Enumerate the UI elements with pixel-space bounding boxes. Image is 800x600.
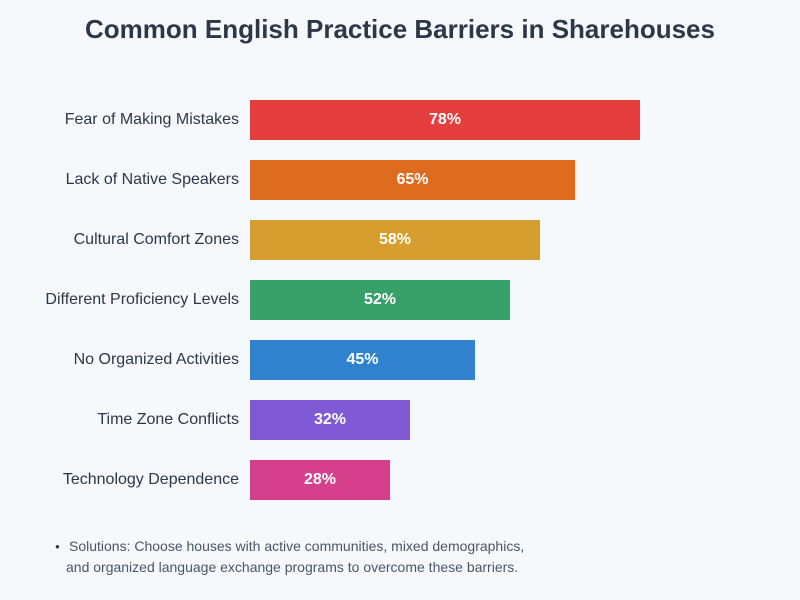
chart-title: Common English Practice Barriers in Shar… (85, 14, 715, 44)
solutions-note: ● Solutions: Choose houses with active co… (55, 536, 524, 577)
bar: 28% (250, 460, 390, 500)
category-label: Time Zone Conflicts (97, 411, 239, 428)
value-label: 28% (303, 471, 337, 488)
note-line-2: and organized language exchange programs… (66, 559, 519, 576)
bar: 32% (250, 400, 410, 440)
category-label: Technology Dependence (62, 471, 239, 488)
value-label: 78% (428, 111, 462, 128)
bar-row: Time Zone Conflicts 32% (0, 400, 800, 440)
bar-row: Fear of Making Mistakes 78% (0, 100, 800, 140)
bar-row: Lack of Native Speakers 65% (0, 160, 800, 200)
value-label: 32% (313, 411, 347, 428)
category-label: Cultural Comfort Zones (73, 231, 239, 248)
bar-row: Cultural Comfort Zones 58% (0, 220, 800, 260)
bar: 78% (250, 100, 640, 140)
category-label: Lack of Native Speakers (65, 171, 239, 188)
bar: 58% (250, 220, 540, 260)
value-label: 52% (363, 291, 397, 308)
bar-row: No Organized Activities 45% (0, 340, 800, 380)
bar-row: Different Proficiency Levels 52% (0, 280, 800, 320)
category-label: Fear of Making Mistakes (64, 111, 239, 128)
category-label: Different Proficiency Levels (45, 291, 239, 308)
value-label: 58% (378, 231, 412, 248)
note-line-1: Solutions: Choose houses with active com… (69, 538, 525, 554)
bar-row: Technology Dependence 28% (0, 460, 800, 500)
lightbulb-icon: ● (55, 542, 60, 552)
bar: 52% (250, 280, 510, 320)
value-label: 45% (346, 351, 379, 368)
category-label: No Organized Activities (73, 351, 239, 368)
bar: 45% (250, 340, 475, 380)
value-label: 65% (396, 171, 429, 188)
bar: 65% (250, 160, 575, 200)
